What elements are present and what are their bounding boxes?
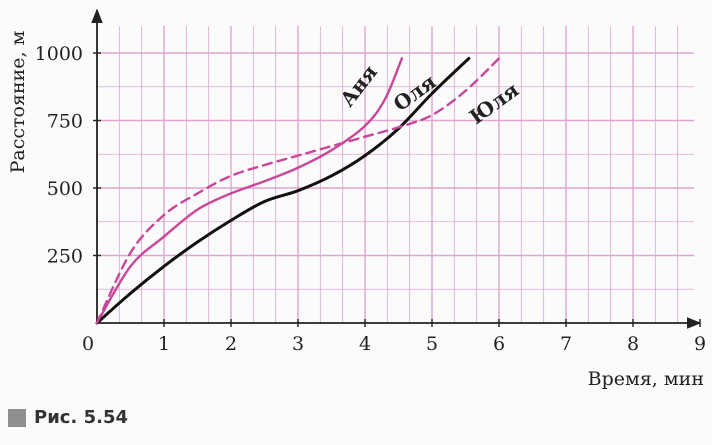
tick-labels: 0 1 2 3 4 5 6 7 8 9 250 500 750 1000 — [35, 43, 706, 355]
grid — [96, 26, 694, 323]
x-tick-label: 6 — [493, 333, 505, 355]
y-tick-label: 500 — [47, 178, 83, 200]
series-label-anya: Аня — [335, 60, 382, 111]
series-lines — [95, 56, 501, 325]
series-label-olya: Оля — [389, 69, 441, 116]
caption-square-icon — [8, 408, 26, 427]
axes — [91, 8, 702, 329]
series-line-anya — [95, 57, 404, 325]
x-tick-label: 3 — [292, 333, 304, 355]
caption-text: Рис. 5.54 — [34, 407, 128, 428]
x-tick-label: 5 — [426, 333, 438, 355]
x-tick-label: 2 — [225, 333, 237, 355]
figure-caption: Рис. 5.54 — [8, 407, 128, 428]
series-line-yulya — [95, 57, 501, 325]
y-tick-label: 1000 — [35, 43, 83, 65]
x-tick-label: 8 — [627, 333, 639, 355]
x-tick-label: 7 — [560, 333, 572, 355]
y-axis-title: Расстояние, м — [7, 30, 29, 173]
chart-canvas: 0 1 2 3 4 5 6 7 8 9 250 500 750 1000 Время, мин Расст… — [7, 8, 706, 390]
x-tick-label: 4 — [359, 333, 371, 355]
x-tick-label: 1 — [158, 333, 170, 355]
x-axis-title: Время, мин — [588, 368, 704, 390]
y-tick-label: 750 — [47, 111, 83, 133]
y-tick-label: 250 — [47, 246, 83, 268]
x-tick-label: 9 — [694, 333, 706, 355]
origin-label: 0 — [82, 333, 94, 355]
